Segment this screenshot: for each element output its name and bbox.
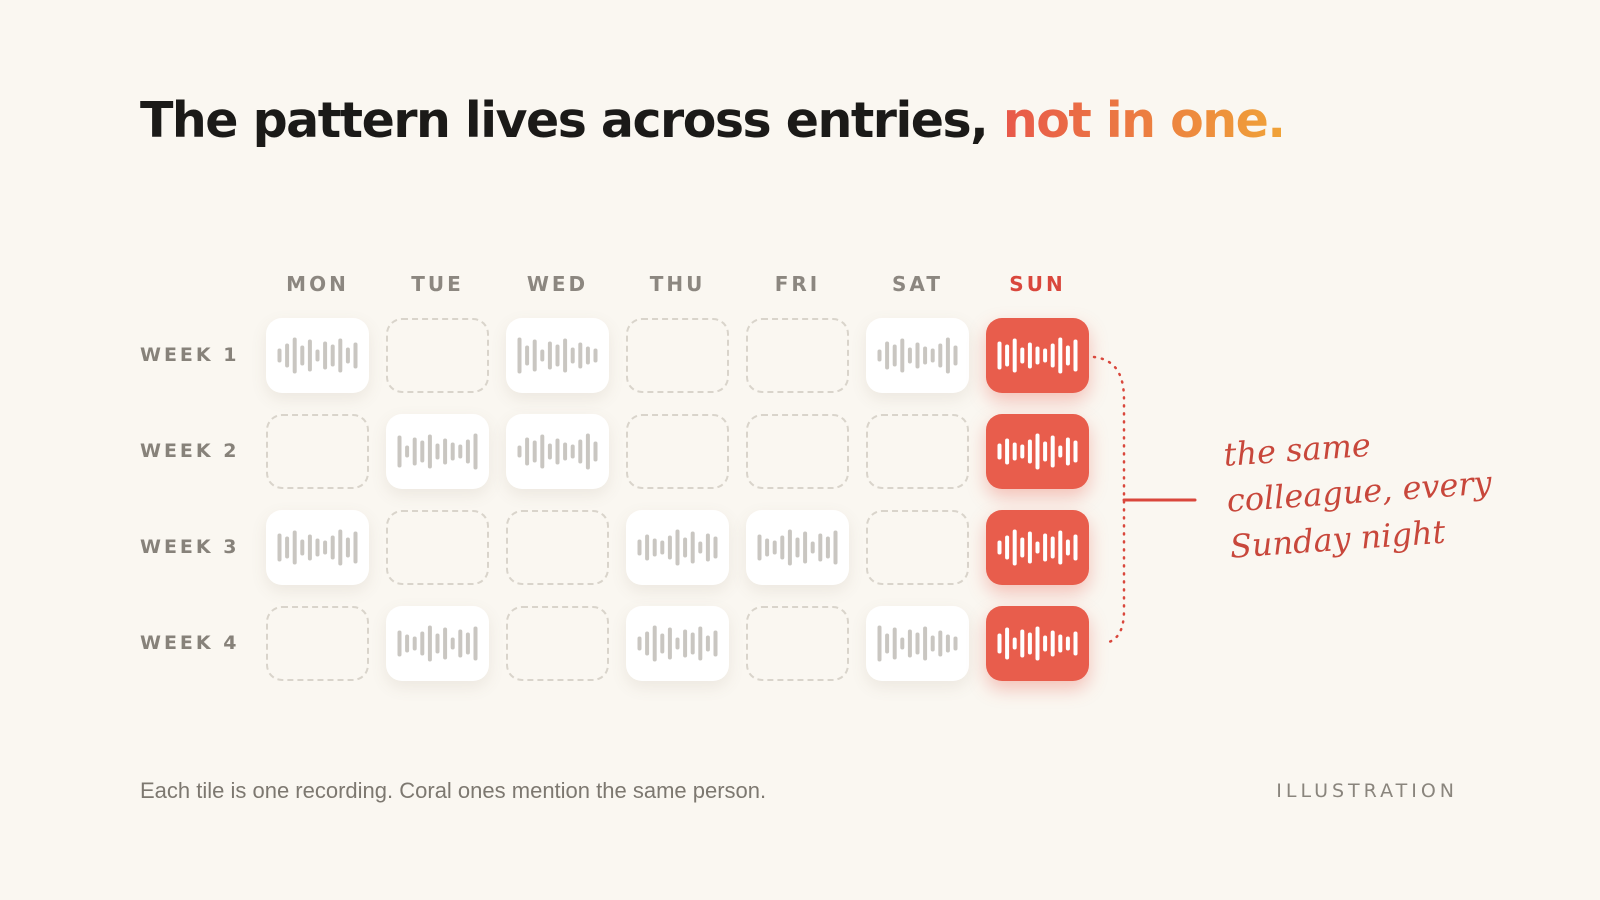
waveform-icon — [637, 625, 718, 662]
waveform-icon — [637, 529, 718, 566]
day-label-sun: SUN — [1009, 272, 1066, 296]
day-label-tue: TUE — [411, 272, 464, 296]
annotation-note: the same colleague, every Sunday night — [1222, 412, 1521, 570]
empty-slot — [266, 414, 369, 489]
empty-slot — [746, 318, 849, 393]
empty-slot — [866, 414, 969, 489]
headline-accent: not in one. — [1002, 92, 1286, 149]
week-label-4: WEEK 4 — [140, 632, 240, 654]
recording-tile — [506, 414, 609, 489]
illustration-tag: ILLUSTRATION — [1276, 780, 1458, 802]
empty-slot — [266, 606, 369, 681]
empty-slot — [506, 606, 609, 681]
bracket-dotted-line — [1092, 355, 1126, 645]
day-label-thu: THU — [649, 272, 706, 296]
waveform-icon — [997, 529, 1078, 566]
waveform-icon — [277, 337, 358, 374]
recording-tile-highlighted — [986, 318, 1089, 393]
empty-slot — [626, 414, 729, 489]
headline: The pattern lives across entries, not in… — [140, 92, 1286, 149]
empty-slot — [386, 510, 489, 585]
recording-tile — [746, 510, 849, 585]
waveform-icon — [997, 626, 1078, 661]
recording-tile — [506, 318, 609, 393]
waveform-icon — [397, 433, 478, 470]
waveform-icon — [997, 433, 1078, 470]
recording-tile — [866, 318, 969, 393]
empty-slot — [746, 606, 849, 681]
waveform-icon — [757, 529, 838, 566]
waveform-icon — [877, 625, 958, 662]
day-label-wed: WED — [526, 272, 589, 296]
caption: Each tile is one recording. Coral ones m… — [140, 778, 767, 803]
waveform-icon — [517, 337, 598, 374]
recording-tile-highlighted — [986, 606, 1089, 681]
week-label-1: WEEK 1 — [140, 344, 240, 366]
empty-slot — [386, 318, 489, 393]
recording-tile — [266, 510, 369, 585]
recording-tile-highlighted — [986, 510, 1089, 585]
waveform-icon — [997, 337, 1078, 374]
recording-tile — [866, 606, 969, 681]
waveform-icon — [397, 625, 478, 662]
week-label-2: WEEK 2 — [140, 440, 240, 462]
empty-slot — [866, 510, 969, 585]
headline-main: The pattern lives across entries, — [140, 92, 1003, 149]
day-label-sat: SAT — [892, 272, 943, 296]
day-label-mon: MON — [286, 272, 349, 296]
recording-tile — [266, 318, 369, 393]
waveform-icon — [877, 337, 958, 374]
waveform-icon — [277, 529, 358, 566]
recording-tile-highlighted — [986, 414, 1089, 489]
recording-tile — [626, 606, 729, 681]
waveform-icon — [517, 433, 598, 470]
empty-slot — [506, 510, 609, 585]
recording-tile — [386, 414, 489, 489]
recording-tile — [626, 510, 729, 585]
empty-slot — [626, 318, 729, 393]
empty-slot — [746, 414, 849, 489]
day-label-fri: FRI — [774, 272, 821, 296]
week-label-3: WEEK 3 — [140, 536, 240, 558]
recording-tile — [386, 606, 489, 681]
